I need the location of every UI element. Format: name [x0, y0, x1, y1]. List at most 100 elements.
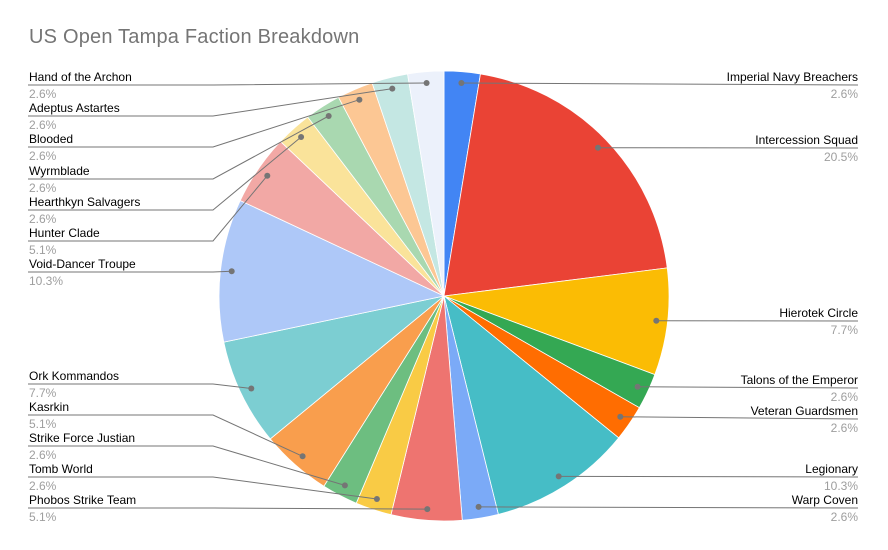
callout-hand-of-the-archon: Hand of the Archon 2.6% — [28, 70, 430, 101]
chart-title: US Open Tampa Faction Breakdown — [29, 26, 360, 48]
callout-leader-line — [28, 507, 428, 510]
callout-dot — [264, 172, 271, 179]
callout-intercession-squad: Intercession Squad 20.5% — [595, 133, 858, 164]
callout-tomb-world: Tomb World 2.6% — [28, 462, 380, 502]
callout-dot — [356, 96, 363, 103]
callout-hunter-clade: Hunter Clade 5.1% — [28, 172, 271, 257]
callout-leader-line — [558, 475, 859, 478]
slice-percent: 7.7% — [29, 386, 57, 400]
slice-label: Adeptus Astartes — [29, 101, 120, 115]
callout-dot — [595, 144, 601, 151]
slice-percent: 5.1% — [29, 417, 57, 431]
callout-imperial-navy-breachers: Imperial Navy Breachers 2.6% — [458, 70, 858, 101]
callout-leader-line — [28, 88, 393, 117]
callout-dot — [228, 268, 235, 275]
pie-slice-ork-kommandos[interactable] — [223, 295, 445, 440]
slice-percent: 20.5% — [824, 150, 858, 164]
callout-dot — [299, 453, 306, 460]
callout-legionary: Legionary 10.3% — [555, 462, 859, 493]
slice-label: Hand of the Archon — [29, 70, 132, 84]
slice-percent: 2.6% — [29, 149, 57, 163]
slice-percent: 2.6% — [831, 421, 859, 435]
slice-label: Tomb World — [29, 462, 93, 476]
slice-label: Strike Force Justian — [29, 431, 135, 445]
callout-phobos-strike-team: Phobos Strike Team 5.1% — [28, 493, 431, 524]
slice-label: Veteran Guardsmen — [751, 404, 858, 418]
callout-leader-line — [28, 414, 303, 457]
slice-label: Ork Kommandos — [29, 369, 119, 383]
callout-hierotek-circle: Hierotek Circle 7.7% — [653, 306, 858, 337]
slice-label: Blooded — [29, 132, 73, 146]
slice-label: Phobos Strike Team — [29, 493, 136, 507]
slice-label: Legionary — [805, 462, 858, 476]
callout-talons-of-the-emperor: Talons of the Emperor 2.6% — [634, 373, 859, 404]
callout-dot — [248, 385, 255, 392]
slice-percent: 2.6% — [29, 448, 57, 462]
slice-percent: 10.3% — [824, 479, 858, 493]
slice-label: Void-Dancer Troupe — [29, 257, 136, 271]
callout-dot — [341, 482, 348, 489]
callout-dot — [373, 496, 380, 502]
callout-leader-line — [637, 386, 859, 389]
slice-label: Hierotek Circle — [779, 306, 858, 320]
callout-leader-line — [478, 506, 859, 509]
slice-percent: 2.6% — [29, 87, 57, 101]
callout-leader-line — [28, 383, 252, 389]
callout-strike-force-justian: Strike Force Justian 2.6% — [28, 431, 348, 489]
callout-leader-line — [28, 175, 268, 242]
callout-dot — [475, 503, 482, 510]
slice-percent: 5.1% — [29, 510, 57, 524]
slice-percent: 7.7% — [831, 323, 859, 337]
callout-dot — [458, 80, 465, 86]
callout-leader-line — [28, 476, 377, 500]
callout-leader-line — [28, 82, 427, 86]
slice-label: Warp Coven — [792, 493, 858, 507]
pie-callouts-layer: Imperial Navy Breachers 2.6% Intercession … — [28, 70, 858, 524]
callout-dot — [298, 134, 305, 140]
callout-leader-line — [28, 136, 302, 211]
slice-percent: 2.6% — [831, 390, 859, 404]
slice-label: Hearthkyn Salvagers — [29, 195, 140, 209]
callout-dot — [325, 113, 332, 119]
pie-slice-hand-of-the-archon[interactable] — [407, 70, 445, 297]
slice-percent: 10.3% — [29, 274, 63, 288]
pie-slice-hierotek-circle[interactable] — [443, 267, 670, 376]
slice-percent: 2.6% — [29, 181, 57, 195]
slice-percent: 2.6% — [29, 479, 57, 493]
slice-label: Kasrkin — [29, 400, 69, 414]
slice-label: Talons of the Emperor — [741, 373, 858, 387]
callout-dot — [653, 317, 660, 324]
pie-slice-void-dancer-troupe[interactable] — [218, 200, 446, 343]
slice-label: Hunter Clade — [29, 226, 100, 240]
slice-label: Imperial Navy Breachers — [727, 70, 858, 84]
callout-leader-line — [620, 416, 859, 420]
callout-warp-coven: Warp Coven 2.6% — [475, 493, 859, 524]
slice-label: Wyrmblade — [29, 164, 90, 178]
callout-leader-line — [28, 99, 360, 148]
slice-percent: 2.6% — [831, 510, 859, 524]
callout-dot — [617, 413, 624, 420]
callout-leader-line — [28, 445, 346, 486]
callout-leader-line — [28, 115, 329, 180]
slice-percent: 2.6% — [831, 87, 859, 101]
callout-leader-line — [28, 270, 232, 273]
callout-void-dancer-troupe: Void-Dancer Troupe 10.3% — [28, 257, 235, 288]
callout-kasrkin: Kasrkin 5.1% — [28, 400, 306, 460]
callout-leader-line — [461, 82, 859, 86]
pie-slice-intercession-squad[interactable] — [443, 73, 668, 297]
callout-dot — [424, 506, 431, 513]
pie-slices-layer — [218, 70, 670, 522]
callout-dot — [423, 80, 430, 86]
callout-dot — [389, 85, 396, 92]
slice-percent: 5.1% — [29, 243, 57, 257]
slice-percent: 2.6% — [29, 118, 57, 132]
slice-percent: 2.6% — [29, 212, 57, 226]
pie-slice-legionary[interactable] — [443, 294, 620, 515]
callout-dot — [634, 383, 641, 390]
callout-ork-kommandos: Ork Kommandos 7.7% — [28, 369, 255, 400]
